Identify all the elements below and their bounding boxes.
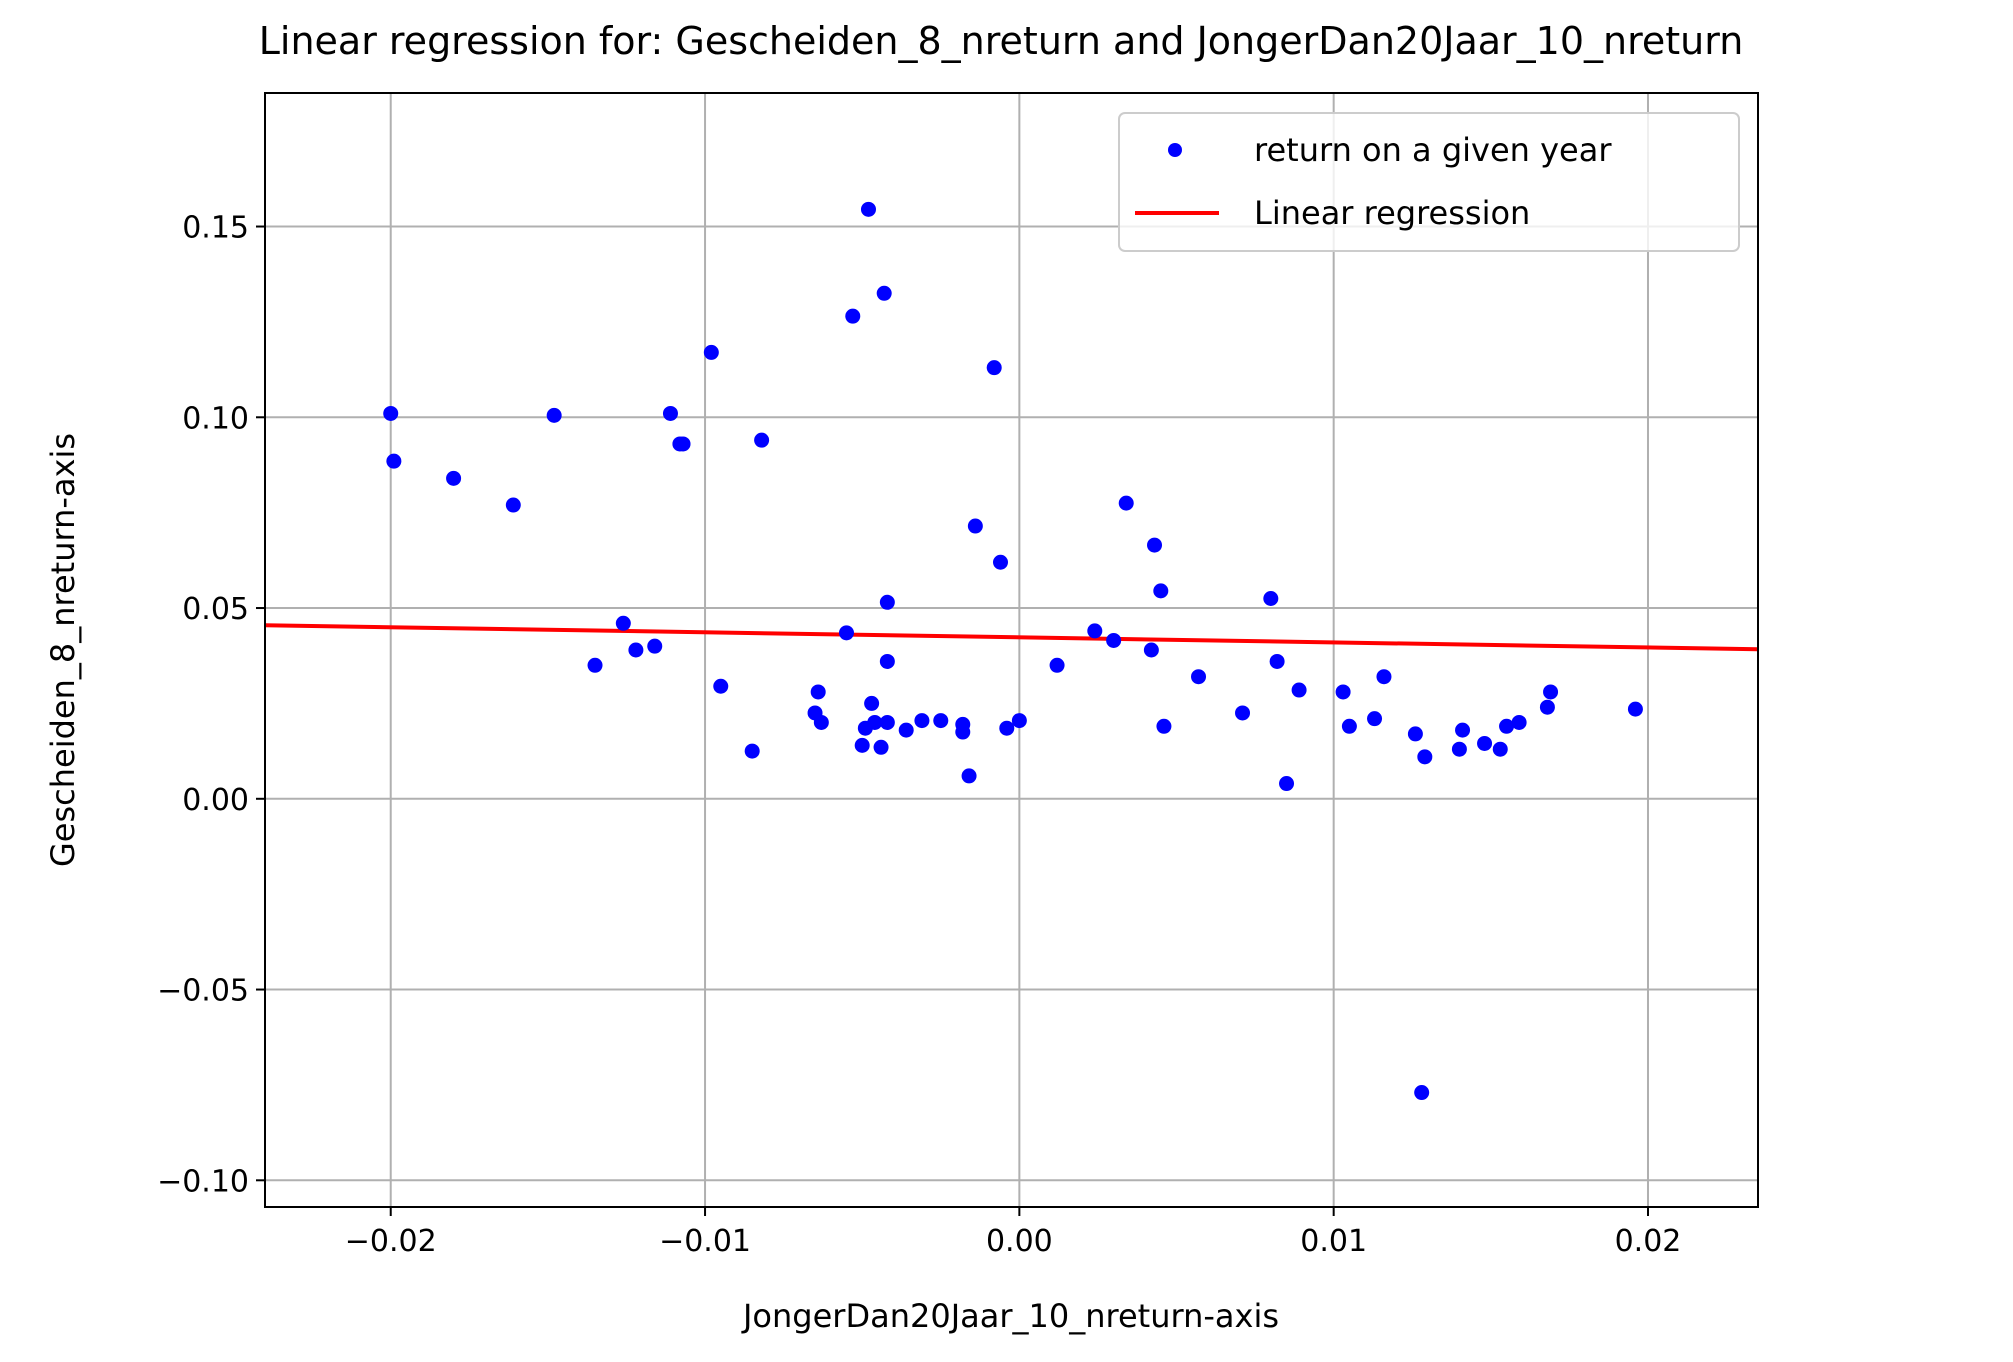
- legend-box: [1118, 112, 1740, 252]
- data-point: [1087, 623, 1103, 639]
- x-axis-label: JongerDan20Jaar_10_nreturn-axis: [741, 1297, 1279, 1335]
- data-point: [992, 554, 1008, 570]
- data-point: [675, 436, 691, 452]
- data-point: [703, 344, 719, 360]
- data-point: [876, 285, 892, 301]
- data-point: [914, 713, 930, 729]
- data-point: [898, 722, 914, 738]
- legend-label-scatter: return on a given year: [1254, 131, 1612, 169]
- data-point: [1407, 726, 1423, 742]
- data-point: [879, 714, 895, 730]
- y-axis-label: Gescheiden_8_nreturn-axis: [44, 433, 82, 867]
- x-ticks: −0.02 −0.01 0.00 0.01 0.02: [345, 1207, 1682, 1259]
- data-point: [1011, 713, 1027, 729]
- data-point: [505, 497, 521, 513]
- data-point: [854, 737, 870, 753]
- data-point: [587, 657, 603, 673]
- y-tick-label: −0.05: [157, 974, 249, 1009]
- data-point: [864, 695, 880, 711]
- data-point: [615, 615, 631, 631]
- data-point: [1543, 684, 1559, 700]
- data-point: [1269, 653, 1285, 669]
- data-point: [873, 739, 889, 755]
- x-tick-label: −0.01: [659, 1224, 751, 1259]
- chart-title: Linear regression for: Gescheiden_8_nret…: [259, 19, 1744, 63]
- legend: return on a given year Linear regression: [1118, 112, 1740, 252]
- data-point: [1106, 632, 1122, 648]
- x-tick-label: 0.00: [986, 1224, 1053, 1259]
- data-point: [1627, 701, 1643, 717]
- y-tick-label: 0.10: [182, 401, 249, 436]
- data-point: [1191, 669, 1207, 685]
- data-point: [1376, 669, 1392, 685]
- data-point: [961, 768, 977, 784]
- y-tick-label: 0.00: [182, 783, 249, 818]
- data-point: [1235, 705, 1251, 721]
- data-point: [754, 432, 770, 448]
- data-point: [1417, 749, 1433, 765]
- data-point: [986, 360, 1002, 376]
- x-tick-label: −0.02: [345, 1224, 437, 1259]
- y-tick-label: 0.15: [182, 211, 249, 246]
- data-point: [446, 470, 462, 486]
- data-point: [1341, 718, 1357, 734]
- x-tick-label: 0.02: [1615, 1224, 1682, 1259]
- data-point: [1279, 776, 1295, 792]
- data-point: [662, 405, 678, 421]
- data-point: [1455, 722, 1471, 738]
- data-point: [933, 713, 949, 729]
- regression-layer: [264, 623, 1759, 652]
- data-point: [1499, 718, 1515, 734]
- regression-line: [264, 623, 1759, 652]
- legend-label-regression: Linear regression: [1254, 194, 1530, 232]
- data-point: [999, 720, 1015, 736]
- data-point: [713, 678, 729, 694]
- data-point: [1511, 714, 1527, 730]
- data-point: [1156, 718, 1172, 734]
- data-point: [1451, 741, 1467, 757]
- data-point: [1147, 537, 1163, 553]
- data-point: [813, 714, 829, 730]
- data-point: [546, 407, 562, 423]
- data-point: [386, 453, 402, 469]
- data-point: [383, 405, 399, 421]
- scatter-points: [383, 201, 1643, 1101]
- data-point: [867, 714, 883, 730]
- data-point: [1118, 495, 1134, 511]
- x-gridlines: [389, 93, 1649, 1207]
- y-gridlines: [265, 225, 1758, 1182]
- data-point: [1291, 682, 1307, 698]
- data-point: [1367, 711, 1383, 727]
- data-point: [1263, 590, 1279, 606]
- legend-scatter-marker: [1168, 143, 1182, 157]
- data-point: [838, 625, 854, 641]
- data-point: [1153, 583, 1169, 599]
- data-point: [1414, 1085, 1430, 1101]
- data-point: [647, 638, 663, 654]
- data-point: [955, 724, 971, 740]
- data-point: [967, 518, 983, 534]
- data-point: [845, 308, 861, 324]
- data-point: [860, 201, 876, 217]
- data-point: [628, 642, 644, 658]
- data-point: [1492, 741, 1508, 757]
- data-point: [1335, 684, 1351, 700]
- data-point: [810, 684, 826, 700]
- data-point: [744, 743, 760, 759]
- data-point: [879, 653, 895, 669]
- y-tick-label: 0.05: [182, 592, 249, 627]
- data-point: [1049, 657, 1065, 673]
- plot-frame: [264, 92, 1759, 1208]
- data-point: [1539, 699, 1555, 715]
- y-tick-label: −0.10: [157, 1164, 249, 1199]
- data-point: [1143, 642, 1159, 658]
- data-point: [1477, 735, 1493, 751]
- data-point: [879, 594, 895, 610]
- y-ticks: −0.10 −0.05 0.00 0.05 0.10 0.15: [157, 211, 265, 1199]
- x-tick-label: 0.01: [1300, 1224, 1367, 1259]
